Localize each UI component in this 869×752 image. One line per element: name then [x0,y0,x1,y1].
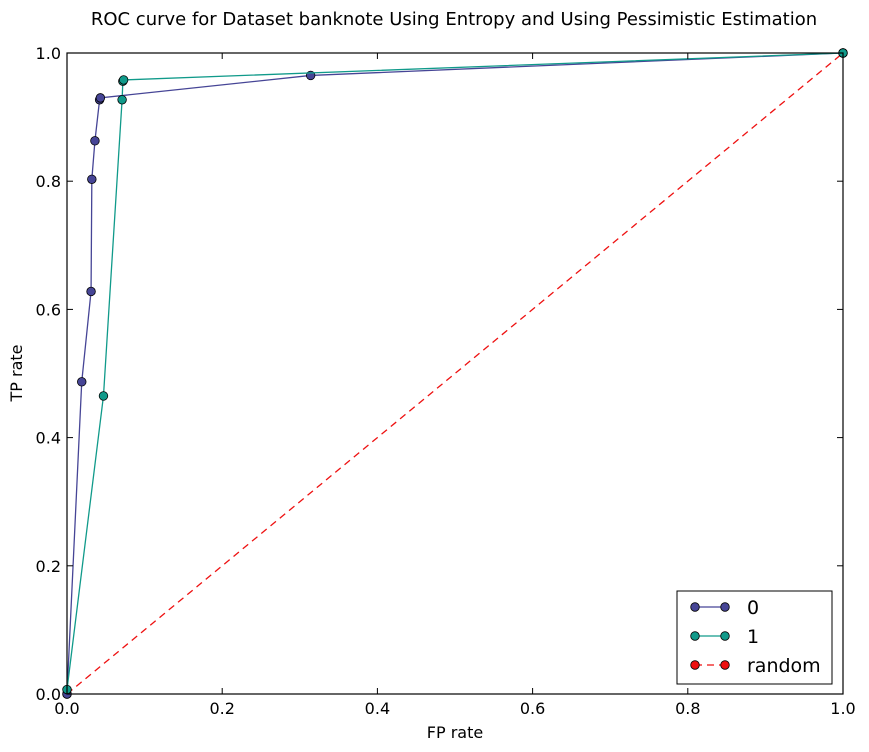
legend-item-0: 0 [690,597,759,619]
y-tick-label: 0.6 [36,300,61,319]
plot-frame [66,52,844,695]
legend-label-1: 1 [747,626,759,648]
y-tick-label: 0.8 [36,172,61,191]
x-tick-label: 1.0 [830,699,855,718]
data-point-1 [98,391,109,401]
legend-label-random: random [747,655,821,677]
data-point-0 [95,93,106,103]
y-tick-label: 0.0 [36,685,61,704]
data-point-0 [77,377,87,387]
data-point-1 [117,95,127,105]
x-tick-label: 0.6 [520,699,545,718]
legend-marker-1 [720,631,730,641]
chart-title: ROC curve for Dataset banknote Using Ent… [91,9,817,30]
data-point-1 [118,75,129,85]
y-tick-label: 0.4 [36,429,61,448]
legend: 0 1 random [676,590,833,685]
x-tick-label: 0.2 [209,699,234,718]
data-point-0 [87,174,97,184]
legend-marker-random [720,660,730,670]
legend-label-0: 0 [747,597,759,619]
legend-item-1: 1 [690,626,759,648]
x-axis-label: FP rate [427,723,483,742]
legend-item-random: random [690,655,821,677]
data-point-0 [86,286,96,297]
x-tick-label: 0.0 [54,699,79,718]
series-line-1 [66,52,844,690]
x-tick-label: 0.4 [365,699,390,718]
y-tick-label: 1.0 [36,44,61,63]
series-0 [62,48,848,699]
y-axis-label: TP rate [7,344,26,402]
tick-layer: 0.0 0.2 0.4 0.6 0.8 1.0 0.0 0.2 0.4 0.6 0.8 1.0 [36,44,856,718]
legend-marker-0 [720,602,730,612]
data-point-0 [90,136,100,146]
plot-layer [62,48,848,699]
legend-marker-1 [690,631,700,641]
legend-marker-0 [690,602,700,612]
y-tick-label: 0.2 [36,557,61,576]
x-tick-label: 0.8 [675,699,700,718]
legend-marker-random [690,660,700,670]
